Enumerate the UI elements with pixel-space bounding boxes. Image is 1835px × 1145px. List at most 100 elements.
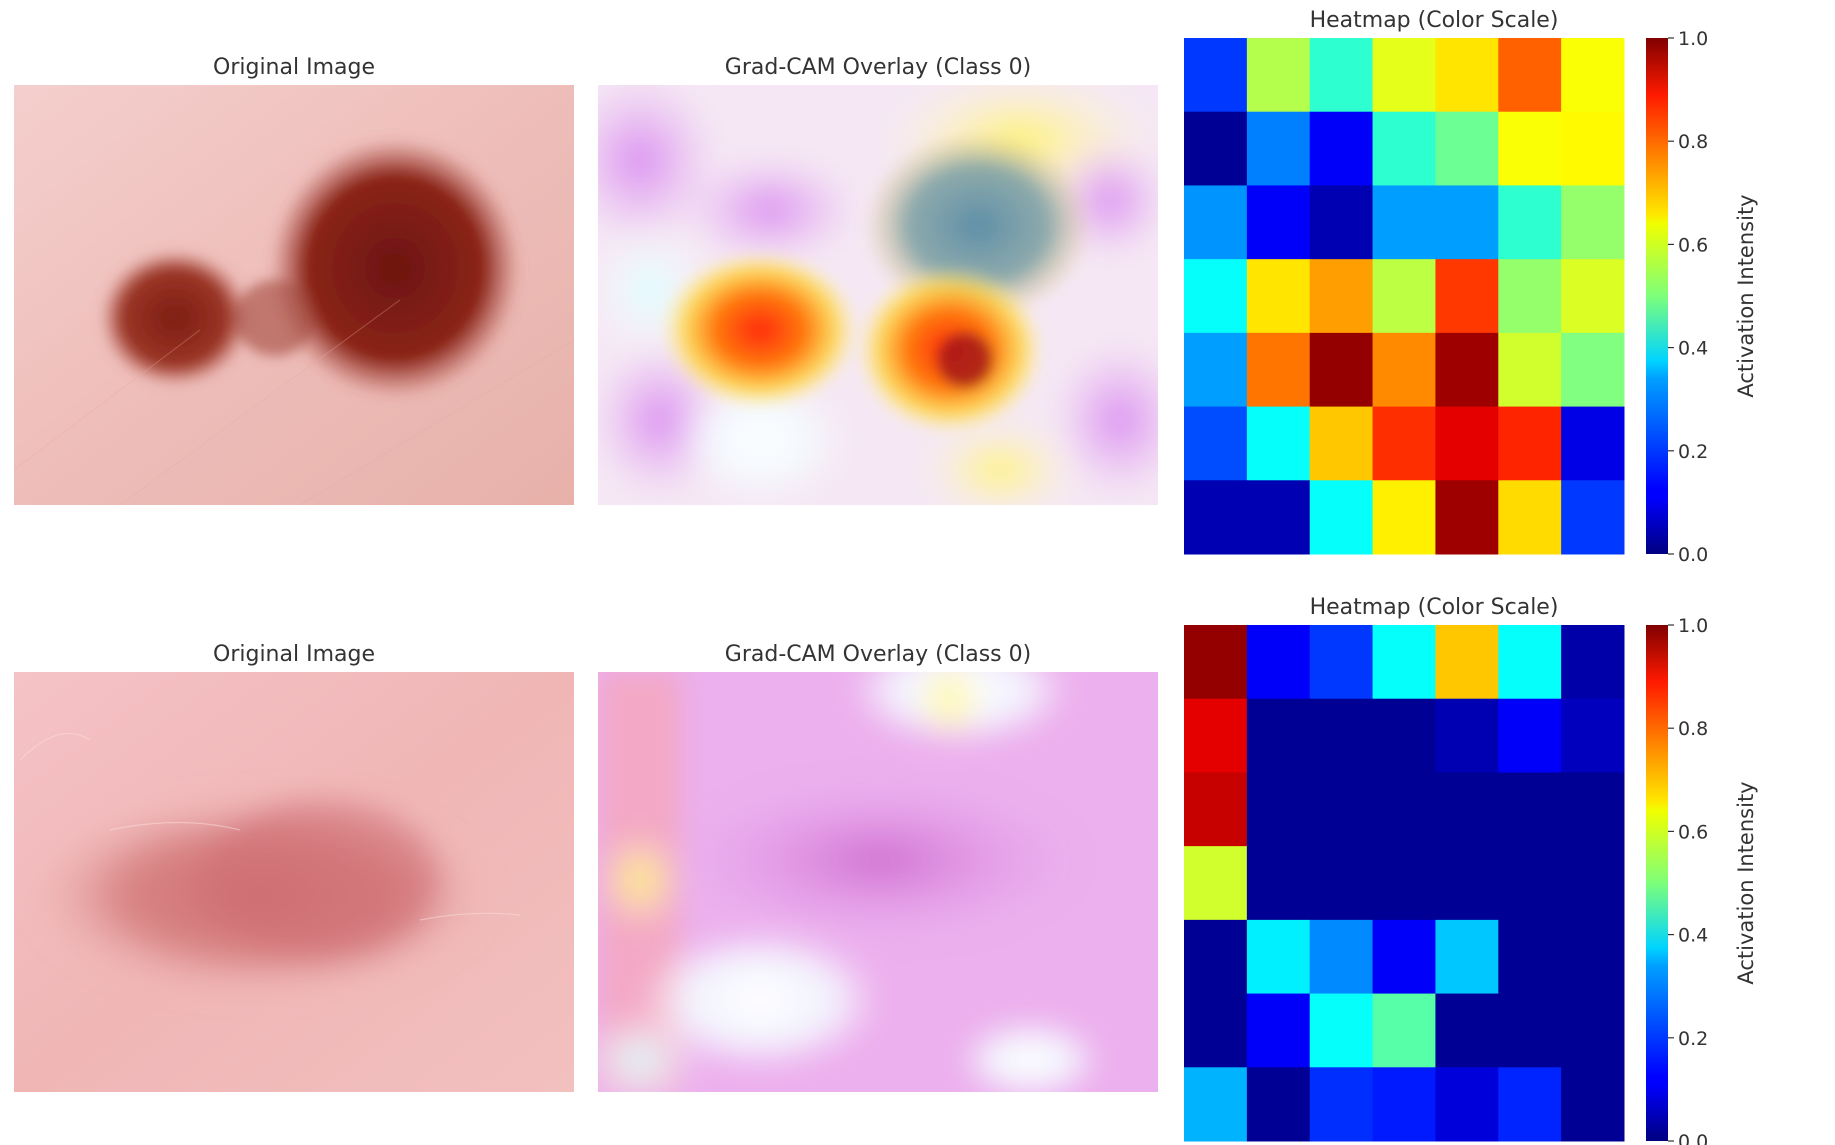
heatmap-cell bbox=[1184, 698, 1248, 773]
heatmap-cell bbox=[1246, 111, 1311, 186]
heatmap-cell bbox=[1498, 846, 1562, 921]
colorbar-label: Activation Intensity bbox=[1734, 781, 1758, 984]
heatmap-cell bbox=[1435, 772, 1499, 847]
heatmap-cell bbox=[1246, 480, 1311, 555]
heatmap-cell bbox=[1498, 480, 1562, 555]
heatmap-cell bbox=[1309, 332, 1374, 408]
heatmap-cell bbox=[1498, 772, 1562, 847]
heatmap-cell bbox=[1372, 480, 1436, 555]
heatmap-cell bbox=[1498, 919, 1562, 995]
heatmap-cell bbox=[1435, 111, 1499, 186]
original-image bbox=[14, 85, 574, 505]
heatmap-cell bbox=[1372, 698, 1436, 773]
heatmap-cell bbox=[1309, 111, 1374, 186]
heatmap-cell bbox=[1184, 480, 1248, 555]
heatmap-cell bbox=[1561, 625, 1625, 700]
heatmap-cell bbox=[1246, 259, 1311, 334]
heatmap-cell bbox=[1498, 259, 1562, 334]
heatmap-cell bbox=[1184, 259, 1248, 334]
heatmap-cell bbox=[1435, 993, 1499, 1068]
heatmap-title: Heatmap (Color Scale) bbox=[1310, 8, 1559, 33]
heatmap-cell bbox=[1184, 919, 1248, 995]
heatmap bbox=[1184, 625, 1625, 1142]
colorbar: 0.0 0.2 0.4 0.6 0.8 1.0 Activation Intensity bbox=[1646, 615, 1758, 1145]
heatmap-cell bbox=[1246, 1067, 1311, 1142]
colorbar-tick-label: 1.0 bbox=[1678, 28, 1708, 50]
overlay-title: Grad-CAM Overlay (Class 0) bbox=[725, 55, 1031, 80]
heatmap-cell bbox=[1309, 406, 1374, 481]
heatmap-cell bbox=[1435, 846, 1499, 921]
heatmap-cell bbox=[1498, 625, 1562, 700]
heatmap-cell bbox=[1372, 846, 1436, 921]
colorbar-tick-label: 0.8 bbox=[1678, 131, 1708, 153]
colorbar-label: Activation Intensity bbox=[1734, 194, 1758, 397]
heatmap-cell bbox=[1309, 1067, 1374, 1142]
heatmap-cell bbox=[1435, 38, 1499, 113]
heatmap-cell bbox=[1309, 919, 1374, 995]
heatmap-cell bbox=[1372, 38, 1436, 113]
heatmap-cell bbox=[1309, 846, 1374, 921]
heatmap-cell bbox=[1184, 38, 1248, 113]
heatmap-cell bbox=[1435, 1067, 1499, 1142]
heatmap-cell bbox=[1372, 332, 1436, 408]
heatmap-cell bbox=[1561, 406, 1625, 481]
colorbar-tick-label: 0.4 bbox=[1678, 338, 1708, 360]
heatmap-cell bbox=[1184, 1067, 1248, 1142]
colorbar-tick-label: 0.6 bbox=[1678, 234, 1708, 256]
original-image-title: Original Image bbox=[213, 642, 375, 667]
heatmap-cell bbox=[1309, 259, 1374, 334]
heatmap-cell bbox=[1435, 698, 1499, 773]
heatmap-cell bbox=[1372, 993, 1436, 1068]
heatmap-cell bbox=[1372, 111, 1436, 186]
heatmap-cell bbox=[1372, 406, 1436, 481]
overlay-title: Grad-CAM Overlay (Class 0) bbox=[725, 642, 1031, 667]
colorbar-tick-label: 0.0 bbox=[1678, 544, 1708, 566]
heatmap-cell bbox=[1498, 1067, 1562, 1142]
heatmap-cell bbox=[1246, 993, 1311, 1068]
heatmap-cell bbox=[1246, 625, 1311, 700]
heatmap-cell bbox=[1246, 185, 1311, 260]
heatmap-cell bbox=[1561, 993, 1625, 1068]
heatmap-cell bbox=[1246, 332, 1311, 408]
heatmap-cell bbox=[1561, 111, 1625, 186]
colorbar-tick-label: 0.2 bbox=[1678, 1028, 1708, 1050]
original-image-title: Original Image bbox=[213, 55, 375, 80]
heatmap-cell bbox=[1372, 185, 1436, 260]
heatmap-cell bbox=[1246, 846, 1311, 921]
colorbar-tick-label: 0.2 bbox=[1678, 441, 1708, 463]
heatmap-cell bbox=[1372, 1067, 1436, 1142]
heatmap-cell bbox=[1184, 993, 1248, 1068]
colorbar-tick-label: 0.0 bbox=[1678, 1131, 1708, 1145]
heatmap-cell bbox=[1309, 38, 1374, 113]
heatmap-cell bbox=[1435, 625, 1499, 700]
heatmap-cell bbox=[1184, 332, 1248, 408]
colorbar-tick-label: 0.6 bbox=[1678, 821, 1708, 843]
heatmap-cell bbox=[1498, 993, 1562, 1068]
heatmap-cell bbox=[1246, 38, 1311, 113]
heatmap-cell bbox=[1184, 846, 1248, 921]
heatmap-cell bbox=[1561, 185, 1625, 260]
heatmap-cell bbox=[1498, 111, 1562, 186]
heatmap-cell bbox=[1498, 332, 1562, 408]
heatmap-cell bbox=[1246, 406, 1311, 481]
heatmap-cell bbox=[1372, 919, 1436, 995]
heatmap-cell bbox=[1184, 625, 1248, 700]
heatmap-cell bbox=[1498, 185, 1562, 260]
colorbar-gradient bbox=[1646, 625, 1668, 1141]
heatmap-cell bbox=[1246, 698, 1311, 773]
heatmap-cell bbox=[1309, 993, 1374, 1068]
heatmap-cell bbox=[1435, 185, 1499, 260]
heatmap-cell bbox=[1561, 698, 1625, 773]
heatmap-cell bbox=[1372, 772, 1436, 847]
heatmap-cell bbox=[1561, 1067, 1625, 1142]
heatmap-cell bbox=[1561, 332, 1625, 408]
heatmap-cell bbox=[1435, 332, 1499, 408]
original-image bbox=[14, 672, 574, 1092]
heatmap-cell bbox=[1498, 406, 1562, 481]
heatmap-title: Heatmap (Color Scale) bbox=[1310, 595, 1559, 620]
heatmap-cell bbox=[1561, 846, 1625, 921]
gradcam-overlay bbox=[598, 85, 1158, 505]
heatmap-cell bbox=[1372, 259, 1436, 334]
heatmap-cell bbox=[1309, 698, 1374, 773]
heatmap-cell bbox=[1498, 38, 1562, 113]
